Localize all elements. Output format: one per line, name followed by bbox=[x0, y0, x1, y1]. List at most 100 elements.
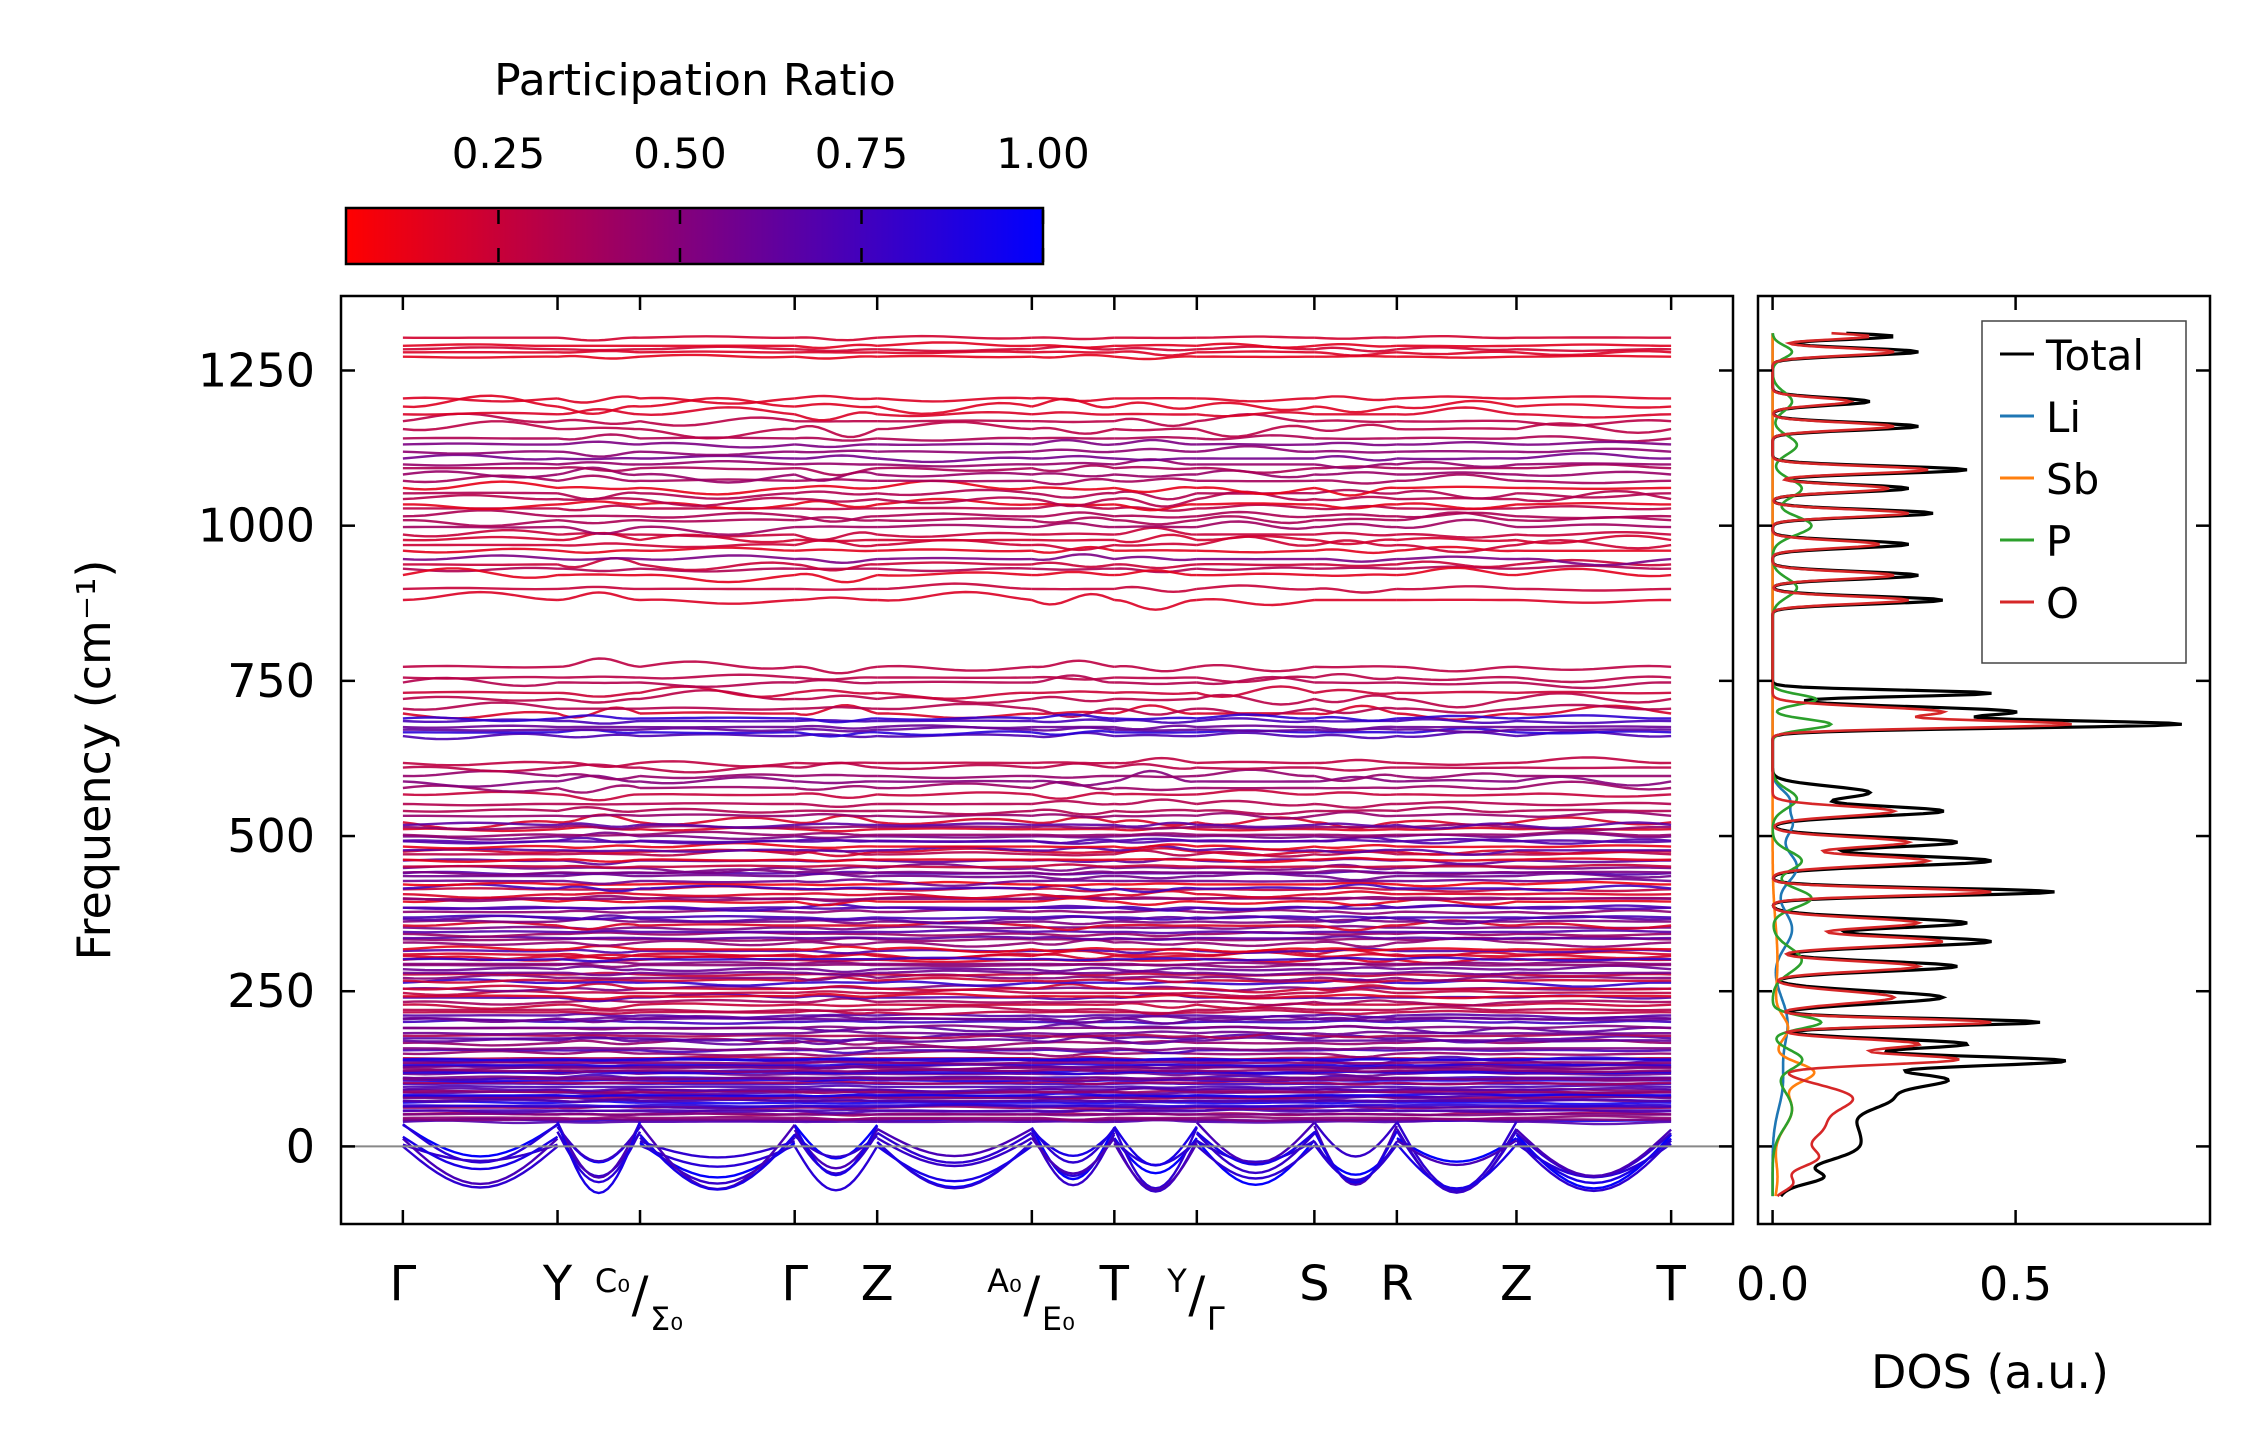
band-line bbox=[1031, 718, 1115, 724]
band-line bbox=[639, 706, 795, 711]
band-line bbox=[1114, 1093, 1197, 1098]
band-line bbox=[639, 897, 795, 902]
band-line bbox=[877, 956, 1032, 961]
band-line bbox=[1196, 941, 1315, 948]
band-line bbox=[794, 835, 878, 840]
band-line bbox=[1196, 920, 1315, 924]
band-line bbox=[1516, 960, 1672, 966]
band-line bbox=[1516, 447, 1672, 454]
band-line bbox=[1196, 766, 1315, 770]
band-line bbox=[1396, 545, 1517, 553]
band-line bbox=[639, 685, 795, 699]
y-tick-label: 1250 bbox=[198, 343, 315, 397]
band-line bbox=[877, 561, 1032, 566]
band-line bbox=[557, 549, 641, 555]
band-line bbox=[877, 724, 1032, 730]
band-line bbox=[557, 1115, 641, 1120]
band-line bbox=[402, 470, 558, 479]
band-line bbox=[794, 525, 878, 529]
band-line bbox=[557, 1087, 641, 1093]
band-line bbox=[794, 864, 878, 868]
band-line bbox=[557, 833, 640, 837]
band-line bbox=[1516, 1093, 1672, 1097]
acoustic-band-line bbox=[402, 1123, 559, 1164]
band-line bbox=[1396, 1085, 1517, 1090]
band-line bbox=[557, 844, 641, 849]
band-line bbox=[877, 680, 1032, 684]
band-line bbox=[1314, 856, 1397, 861]
band-line bbox=[794, 1037, 878, 1042]
band-line bbox=[1516, 999, 1672, 1004]
band-line bbox=[1114, 970, 1197, 975]
band-line bbox=[1196, 1099, 1315, 1103]
band-line bbox=[640, 731, 795, 735]
band-line bbox=[1196, 503, 1315, 510]
band-line bbox=[557, 466, 641, 473]
band-line bbox=[1516, 766, 1672, 770]
band-line bbox=[1516, 884, 1672, 892]
band-line bbox=[557, 980, 641, 985]
band-line bbox=[639, 450, 795, 457]
band-line bbox=[402, 858, 558, 864]
band-line bbox=[557, 1112, 641, 1117]
acoustic-band-line bbox=[876, 1145, 1033, 1183]
band-line bbox=[1196, 401, 1315, 412]
band-line bbox=[1031, 833, 1115, 837]
band-line bbox=[1114, 846, 1197, 854]
acoustic-band-line bbox=[876, 1137, 1033, 1168]
band-line bbox=[794, 849, 878, 853]
band-line bbox=[402, 821, 558, 827]
band-line bbox=[557, 1063, 641, 1068]
band-line bbox=[1114, 1103, 1197, 1108]
band-line bbox=[639, 764, 795, 774]
band-line bbox=[1314, 688, 1398, 696]
band-line bbox=[402, 503, 558, 511]
band-line bbox=[1031, 825, 1115, 829]
band-line bbox=[1396, 1013, 1517, 1017]
band-line bbox=[794, 870, 878, 875]
band-line bbox=[1314, 573, 1397, 577]
band-line bbox=[402, 535, 558, 542]
band-line bbox=[557, 585, 640, 591]
band-line bbox=[1396, 848, 1517, 856]
band-line bbox=[1314, 1024, 1397, 1030]
band-line bbox=[1114, 485, 1197, 494]
band-line bbox=[1031, 920, 1115, 926]
band-line bbox=[639, 1103, 795, 1108]
acoustic-band-line bbox=[556, 1126, 641, 1163]
band-line bbox=[557, 858, 641, 863]
band-line bbox=[1516, 1039, 1672, 1043]
band-y-axis-label: Frequency (cm⁻¹) bbox=[67, 560, 121, 961]
band-line bbox=[794, 462, 878, 466]
band-line bbox=[1396, 1036, 1517, 1044]
band-line bbox=[639, 1076, 795, 1081]
band-line bbox=[1314, 956, 1397, 961]
band-line bbox=[639, 466, 795, 471]
band-line bbox=[877, 334, 1032, 340]
band-line bbox=[1516, 981, 1672, 988]
acoustic-band-line bbox=[1313, 1121, 1398, 1158]
band-line bbox=[402, 394, 558, 409]
band-line bbox=[1196, 1068, 1315, 1073]
band-line bbox=[1516, 452, 1672, 460]
band-line bbox=[1114, 1039, 1197, 1045]
band-line bbox=[1031, 893, 1115, 899]
band-line bbox=[1396, 457, 1517, 461]
band-line bbox=[877, 870, 1032, 875]
band-line bbox=[557, 941, 641, 947]
band-line bbox=[1396, 926, 1517, 930]
band-line bbox=[1114, 940, 1197, 946]
band-line bbox=[1516, 941, 1672, 949]
band-line bbox=[402, 765, 558, 773]
band-line bbox=[639, 1052, 795, 1057]
band-line bbox=[1314, 976, 1397, 982]
kpoint-label: R bbox=[1380, 1256, 1413, 1312]
band-line bbox=[877, 716, 1032, 721]
band-line bbox=[1196, 1052, 1315, 1056]
band-line bbox=[877, 1031, 1032, 1036]
band-line bbox=[557, 500, 641, 506]
band-line bbox=[1396, 837, 1517, 843]
band-line bbox=[402, 695, 558, 702]
band-line bbox=[1516, 866, 1672, 870]
